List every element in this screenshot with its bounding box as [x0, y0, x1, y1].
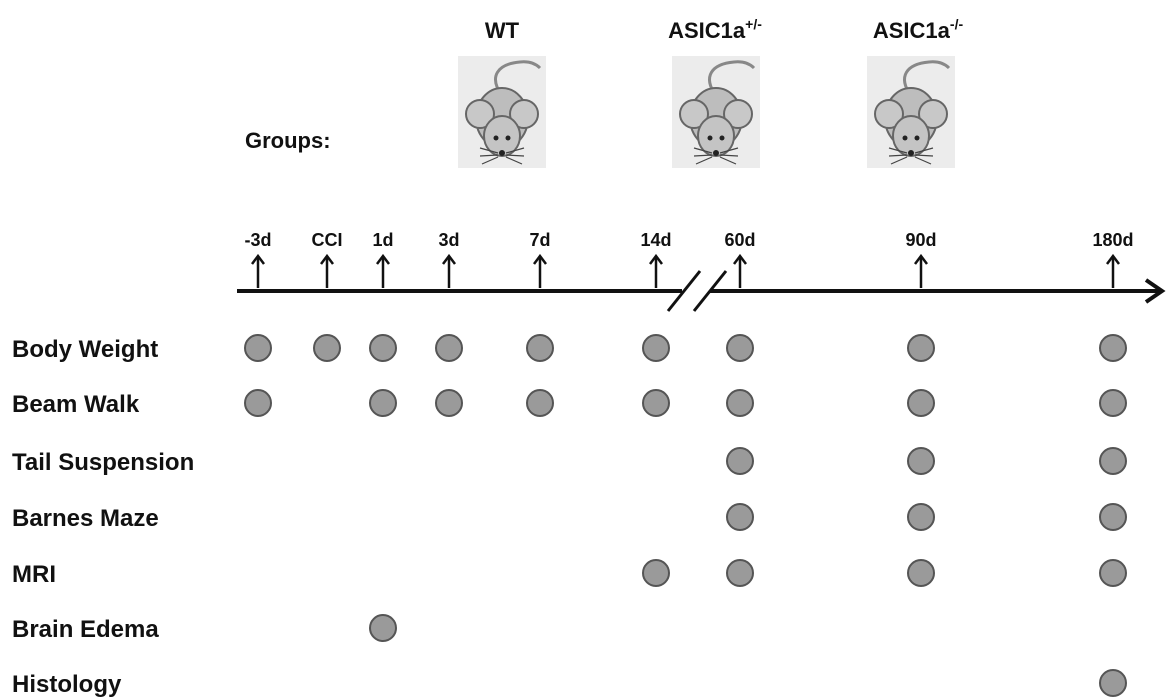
axis-break-gap: [682, 280, 710, 302]
group-name-base: WT: [485, 18, 520, 43]
measure-dot: [908, 504, 934, 530]
measure-dot: [908, 390, 934, 416]
row-label: Beam Walk: [12, 391, 140, 418]
measure-dot: [370, 335, 396, 361]
measure-dot: [1100, 335, 1126, 361]
mouse-icon: [867, 56, 955, 168]
timepoint-label: 3d: [438, 230, 459, 250]
timepoint-label: 60d: [724, 230, 755, 250]
row-label: Barnes Maze: [12, 505, 159, 532]
timepoint-label: CCI: [312, 230, 343, 250]
measure-dot: [727, 335, 753, 361]
timepoint-label: 7d: [529, 230, 550, 250]
row-label: Tail Suspension: [12, 449, 194, 476]
group-name-sup: +/-: [745, 16, 762, 32]
timepoint-label: -3d: [245, 230, 272, 250]
measure-dot: [643, 560, 669, 586]
measure-dot: [908, 335, 934, 361]
group-name: ASIC1a-/-: [873, 16, 964, 43]
group-name-sup: -/-: [950, 16, 964, 32]
measure-dot: [527, 390, 553, 416]
groups-label: Groups:: [245, 128, 331, 153]
group-name: WT: [485, 18, 520, 43]
measure-dot: [436, 335, 462, 361]
timepoint-label: 1d: [372, 230, 393, 250]
measure-dot: [727, 560, 753, 586]
group-name-base: ASIC1a: [873, 18, 951, 43]
measure-dot: [1100, 390, 1126, 416]
measure-dot: [370, 390, 396, 416]
measure-dot: [370, 615, 396, 641]
row-label: Brain Edema: [12, 616, 159, 643]
timepoint-label: 14d: [640, 230, 671, 250]
mouse-icon: [458, 56, 546, 168]
measure-dot: [1100, 560, 1126, 586]
measure-dot: [643, 390, 669, 416]
measure-dot: [436, 390, 462, 416]
measure-dot: [727, 448, 753, 474]
row-label: Histology: [12, 671, 122, 697]
row-label: Body Weight: [12, 336, 158, 363]
measure-dot: [908, 560, 934, 586]
group-name: ASIC1a+/-: [668, 16, 762, 43]
measure-dot: [908, 448, 934, 474]
measure-dot: [1100, 448, 1126, 474]
timepoint-label: 90d: [905, 230, 936, 250]
measure-dot: [314, 335, 340, 361]
group-name-base: ASIC1a: [668, 18, 746, 43]
measure-dot: [245, 390, 271, 416]
row-label: MRI: [12, 561, 56, 588]
timepoint-label: 180d: [1092, 230, 1133, 250]
timeline-diagram: Groups: WTASIC1a+/-ASIC1a-/--3dCCI1d3d7d…: [0, 0, 1167, 697]
measure-dot: [727, 504, 753, 530]
measure-dot: [1100, 670, 1126, 696]
measure-dot: [527, 335, 553, 361]
measure-dot: [245, 335, 271, 361]
measure-dot: [1100, 504, 1126, 530]
measure-dot: [727, 390, 753, 416]
mouse-icon: [672, 56, 760, 168]
measure-dot: [643, 335, 669, 361]
